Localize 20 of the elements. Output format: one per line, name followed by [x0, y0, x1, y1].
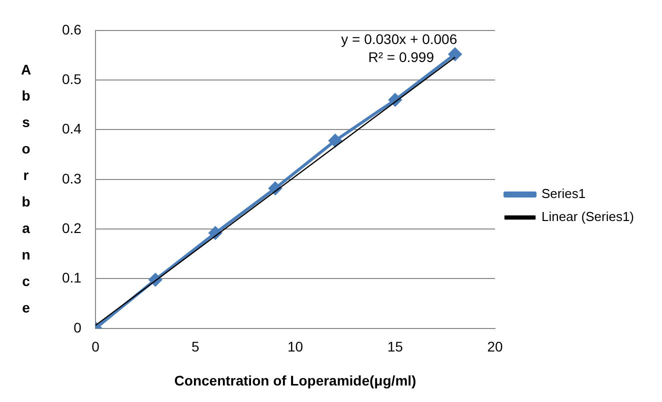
x-tick-label: 20	[487, 338, 504, 355]
y-tick-label: 0.4	[62, 120, 82, 137]
x-tick-label: 0	[92, 338, 100, 355]
y-tick-label: 0.3	[62, 170, 82, 186]
point	[448, 48, 462, 61]
legend-label: Series1	[542, 186, 586, 202]
y-tick-label: 0	[74, 319, 82, 336]
y-tick-label: 0.2	[62, 220, 82, 236]
x-tick-label: 10	[287, 338, 304, 355]
annotation: R² = 0.999	[368, 49, 434, 66]
x-axis-title: Concentration of Loperamide(μg/ml)	[174, 372, 416, 388]
legend-label: Linear (Series1)	[542, 209, 634, 224]
annotation: y = 0.030x + 0.006	[341, 31, 458, 48]
point	[328, 134, 342, 148]
y-tick-label: 0.5	[62, 70, 82, 87]
y-tick-label: 0.6	[62, 21, 82, 38]
x-tick-label: 5	[191, 338, 200, 355]
y-tick-label: 0.1	[62, 270, 82, 286]
text: Absorbance	[20, 61, 32, 316]
x-tick-label: 15	[387, 338, 404, 355]
